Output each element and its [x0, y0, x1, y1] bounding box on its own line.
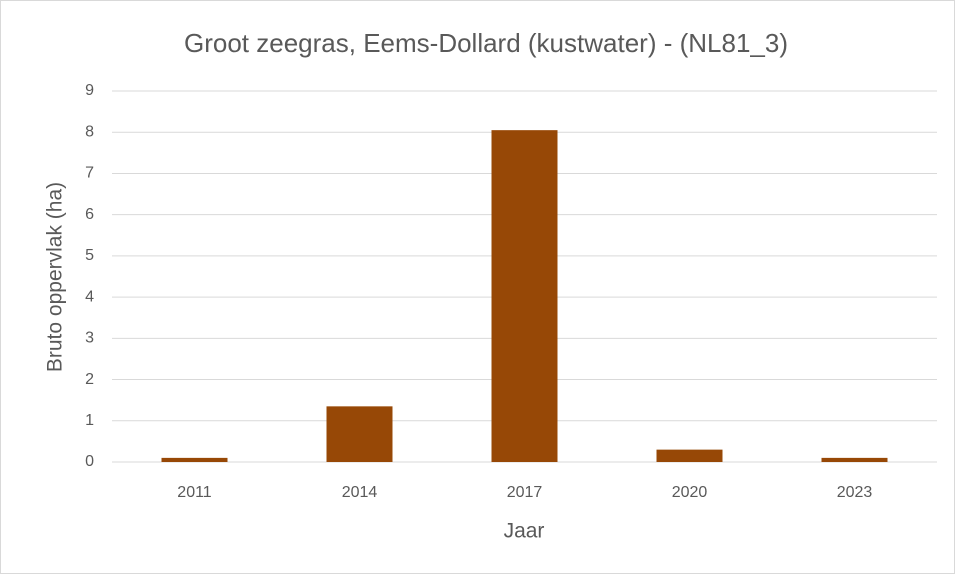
x-axis-label: Jaar — [504, 520, 545, 543]
y-tick-label: 6 — [85, 206, 94, 223]
y-axis-label: Bruto oppervlak (ha) — [44, 182, 67, 372]
x-tick-label: 2017 — [507, 484, 543, 501]
bar — [821, 457, 888, 462]
x-tick-label: 2023 — [837, 484, 873, 501]
y-tick-label: 7 — [85, 165, 94, 182]
y-tick-label: 4 — [85, 288, 94, 305]
bar — [491, 130, 558, 462]
bar — [161, 457, 228, 462]
x-tick-label: 2014 — [342, 484, 378, 501]
x-tick-label: 2011 — [177, 484, 212, 501]
bar — [656, 449, 723, 462]
y-tick-label: 9 — [85, 82, 94, 99]
bar — [326, 406, 393, 462]
y-tick-label: 2 — [85, 371, 94, 388]
x-tick-label: 2020 — [672, 484, 708, 501]
y-tick-label: 3 — [85, 330, 94, 347]
chart-title: Groot zeegras, Eems-Dollard (kustwater) … — [184, 28, 788, 58]
y-tick-label: 5 — [85, 247, 94, 264]
y-tick-label: 0 — [85, 453, 94, 470]
y-tick-label: 8 — [85, 123, 94, 140]
y-tick-label: 1 — [85, 412, 94, 429]
